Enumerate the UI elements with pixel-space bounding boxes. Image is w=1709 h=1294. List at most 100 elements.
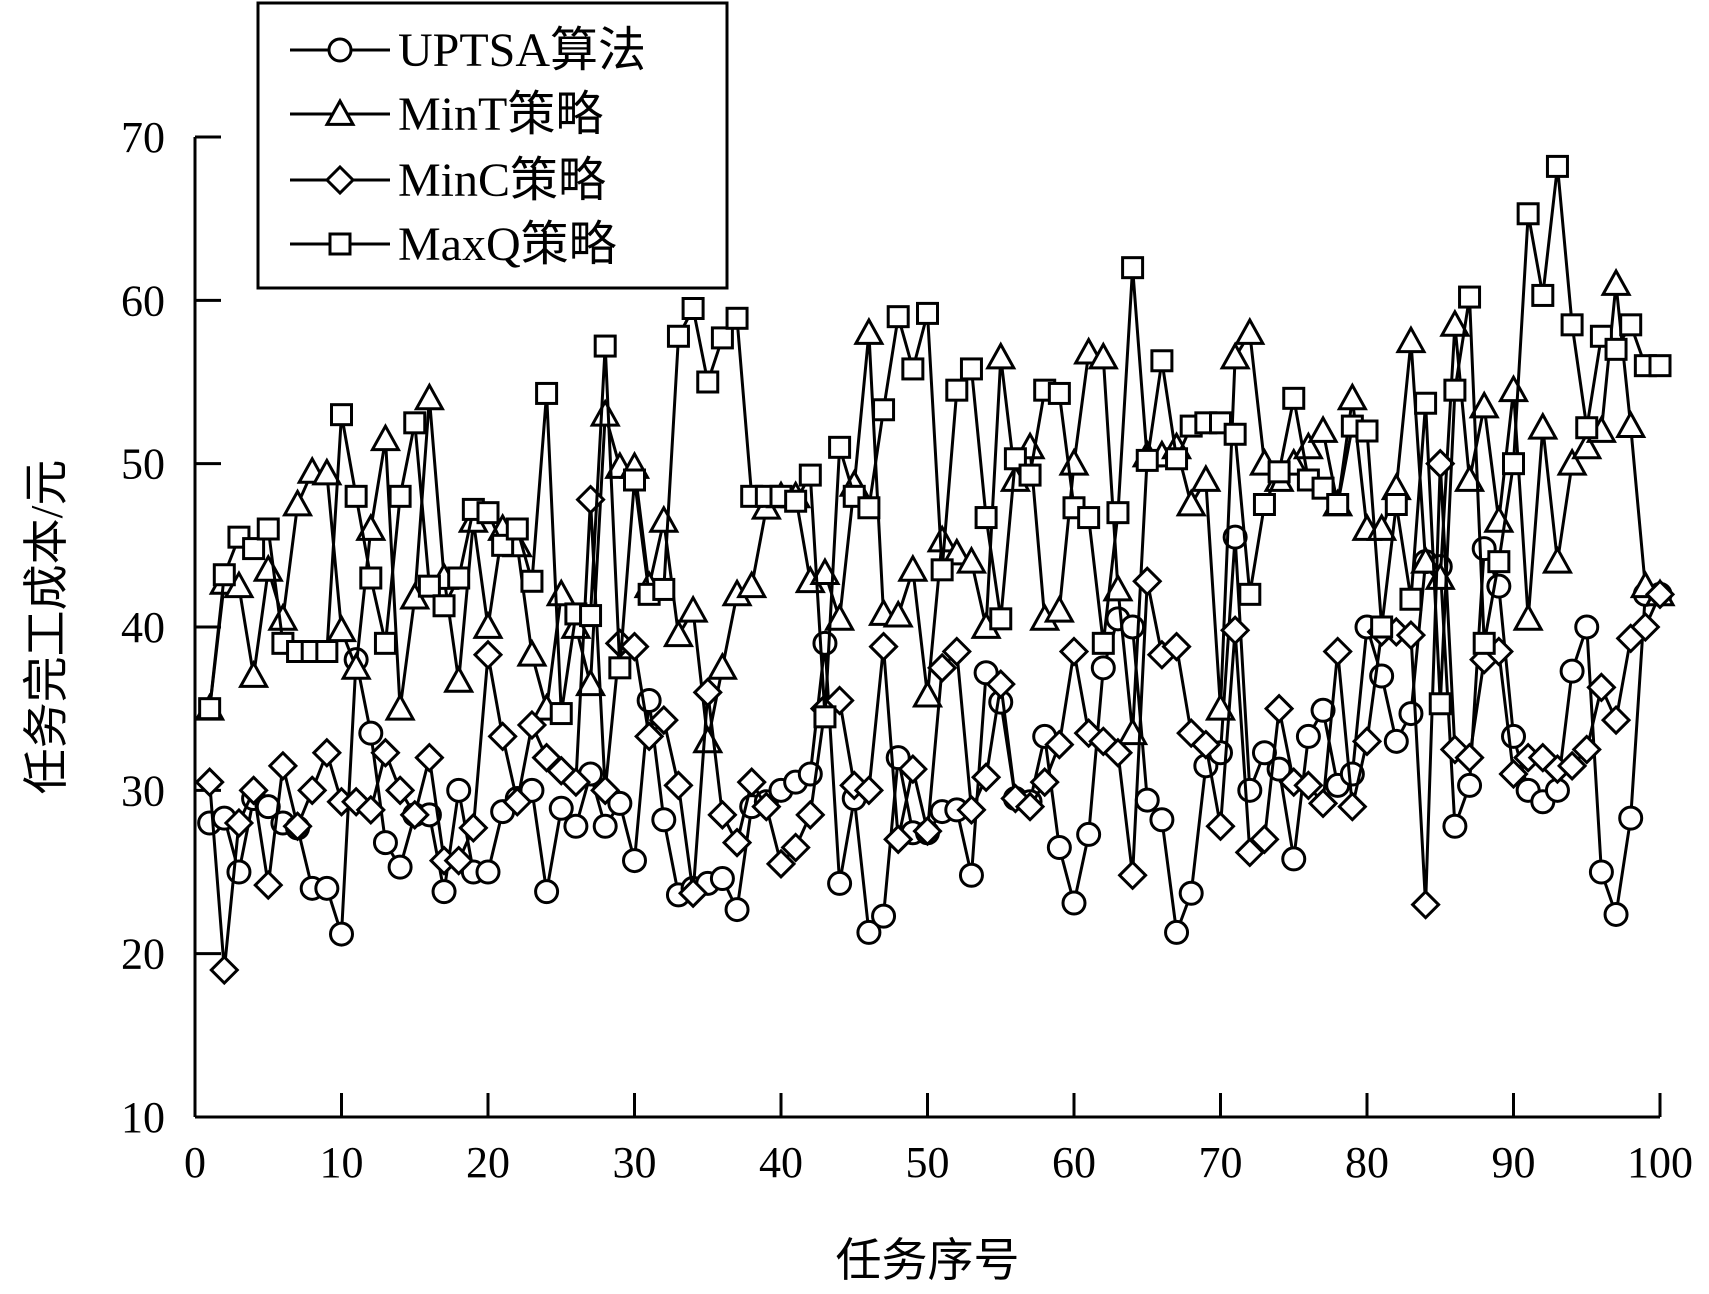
y-tick-label: 10 xyxy=(121,1093,165,1142)
data-point-diamond xyxy=(619,631,650,662)
series-line-triangle xyxy=(208,283,1661,742)
data-point-triangle xyxy=(692,725,724,754)
data-point-diamond xyxy=(1161,631,1192,662)
data-point-circle xyxy=(358,720,384,746)
x-tick-label: 50 xyxy=(906,1138,950,1187)
series-diamond xyxy=(194,448,1676,986)
data-point-square xyxy=(1135,448,1159,472)
data-point-diamond xyxy=(1132,566,1163,597)
data-point-square xyxy=(242,537,266,561)
data-point-diamond xyxy=(1351,726,1383,757)
data-point-diamond xyxy=(1644,579,1676,610)
data-point-diamond xyxy=(590,775,621,806)
data-point-triangle xyxy=(736,570,768,599)
data-point-diamond xyxy=(282,811,313,842)
data-point-circle xyxy=(1442,813,1468,839)
data-point-triangle xyxy=(340,651,372,680)
y-axis-title: 任务完工成本/元 xyxy=(21,460,72,795)
data-point-square xyxy=(359,566,383,590)
data-point-triangle xyxy=(575,668,607,697)
data-point-diamond xyxy=(253,869,284,901)
data-point-square xyxy=(623,468,646,492)
legend-item-circle: UPTSA算法 xyxy=(290,24,646,77)
data-point-square xyxy=(1443,378,1467,402)
data-point-square xyxy=(1047,381,1071,405)
data-point-triangle xyxy=(1439,308,1471,337)
data-point-diamond xyxy=(458,812,489,844)
data-point-diamond xyxy=(1058,636,1090,667)
data-point-diamond xyxy=(1029,767,1060,798)
data-point-square xyxy=(1077,506,1101,530)
x-tick-label: 90 xyxy=(1492,1138,1536,1187)
data-point-square xyxy=(1648,354,1672,378)
legend-marker-triangle xyxy=(324,97,356,126)
data-point-circle xyxy=(1501,723,1526,749)
data-point-triangle xyxy=(413,382,445,411)
data-point-diamond xyxy=(692,677,723,708)
data-point-square xyxy=(1516,202,1540,226)
data-point-square xyxy=(579,604,603,628)
data-point-square xyxy=(1267,460,1291,484)
data-point-square xyxy=(505,517,529,541)
data-point-diamond xyxy=(868,631,899,662)
data-point-square xyxy=(330,403,353,427)
data-point-triangle xyxy=(985,341,1017,370)
x-tick-label: 0 xyxy=(184,1138,206,1187)
data-point-square xyxy=(256,517,280,541)
data-point-circle xyxy=(592,813,618,839)
data-point-circle xyxy=(372,830,398,856)
data-point-square xyxy=(315,640,339,663)
data-point-square xyxy=(666,324,690,348)
data-point-diamond xyxy=(736,767,767,798)
data-point-square xyxy=(1575,416,1599,440)
data-point-diamond xyxy=(751,791,782,822)
legend-marker-diamond xyxy=(324,164,356,196)
legend-label: MinT策略 xyxy=(398,88,603,141)
data-point-triangle xyxy=(1571,431,1603,460)
data-point-diamond xyxy=(648,704,679,736)
y-tick-label: 60 xyxy=(121,276,165,325)
data-point-square xyxy=(476,501,500,525)
data-point-triangle xyxy=(1541,545,1573,574)
data-point-triangle xyxy=(1556,447,1588,476)
x-axis-title: 任务序号 xyxy=(836,1235,1020,1286)
data-point-diamond xyxy=(634,721,665,752)
data-point-square xyxy=(1487,550,1511,574)
data-point-triangle xyxy=(282,488,314,517)
data-point-square xyxy=(989,607,1013,631)
data-point-diamond xyxy=(370,737,401,768)
data-point-diamond xyxy=(1498,758,1529,790)
data-point-diamond xyxy=(765,848,797,879)
data-point-triangle xyxy=(1600,267,1632,296)
data-point-diamond xyxy=(1263,693,1295,724)
data-point-circle xyxy=(812,630,838,656)
legend-item-triangle: MinT策略 xyxy=(290,88,603,141)
data-point-diamond xyxy=(384,775,416,806)
series-group xyxy=(194,154,1676,986)
data-point-triangle xyxy=(911,679,944,708)
data-point-square xyxy=(1370,615,1394,639)
x-tick-label: 100 xyxy=(1627,1138,1693,1187)
data-point-diamond xyxy=(1630,611,1661,643)
data-point-triangle xyxy=(1219,341,1251,370)
y-tick-label: 50 xyxy=(121,440,165,489)
data-point-square xyxy=(710,326,734,350)
data-point-circle xyxy=(534,879,560,905)
data-point-triangle xyxy=(1336,382,1368,411)
data-point-diamond xyxy=(311,737,342,768)
data-point-circle xyxy=(1076,821,1102,847)
data-point-diamond xyxy=(1410,889,1441,920)
data-point-triangle xyxy=(941,537,973,566)
data-point-square xyxy=(1223,422,1247,446)
series-line-square xyxy=(208,166,1660,717)
data-point-diamond xyxy=(1205,811,1236,842)
data-point-square xyxy=(784,489,808,513)
data-point-circle xyxy=(827,870,853,896)
data-point-square xyxy=(447,566,471,590)
data-point-triangle xyxy=(1234,316,1266,345)
data-point-diamond xyxy=(1293,770,1324,801)
data-point-circle xyxy=(1457,772,1483,798)
data-point-square xyxy=(417,574,441,598)
data-point-triangle xyxy=(545,578,577,607)
